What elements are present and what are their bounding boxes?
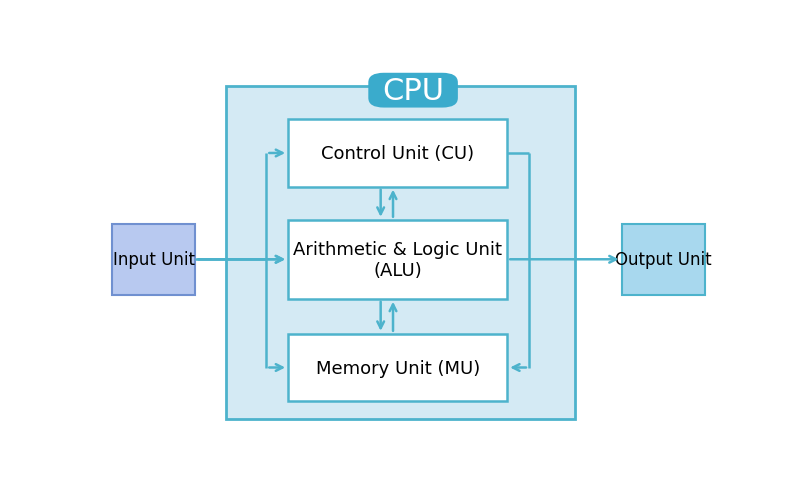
Bar bbox=[622, 224, 705, 296]
Text: Arithmetic & Logic Unit
(ALU): Arithmetic & Logic Unit (ALU) bbox=[293, 240, 502, 279]
Bar bbox=[112, 224, 195, 296]
Text: CPU: CPU bbox=[382, 77, 444, 105]
Bar bbox=[288, 120, 508, 187]
Bar bbox=[288, 220, 508, 299]
Bar bbox=[226, 87, 575, 419]
Bar bbox=[288, 334, 508, 401]
FancyBboxPatch shape bbox=[368, 74, 457, 108]
Text: Memory Unit (MU): Memory Unit (MU) bbox=[316, 359, 480, 377]
Text: Output Unit: Output Unit bbox=[615, 251, 712, 269]
Text: Control Unit (CU): Control Unit (CU) bbox=[321, 145, 474, 163]
Text: Input Unit: Input Unit bbox=[112, 251, 194, 269]
